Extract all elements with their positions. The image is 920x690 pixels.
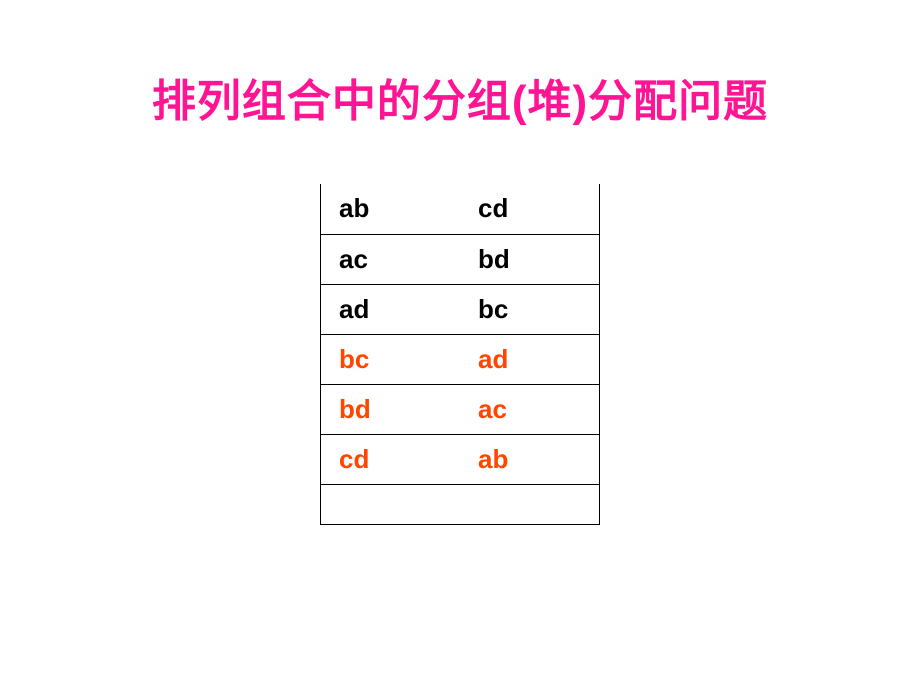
table-row: ab cd (321, 184, 600, 234)
table-row: ac bd (321, 234, 600, 284)
combinations-table-container: ab cd ac bd ad bc bc ad bd ac cd ab (320, 184, 600, 525)
table-row: bd ac (321, 384, 600, 434)
cell-left-2: ad (321, 284, 461, 334)
table-row: ad bc (321, 284, 600, 334)
cell-left-3: bc (321, 334, 461, 384)
cell-right-4: ac (460, 384, 600, 434)
cell-empty-left (321, 484, 461, 524)
table-row-empty (321, 484, 600, 524)
cell-right-2: bc (460, 284, 600, 334)
cell-right-5: ab (460, 434, 600, 484)
cell-left-1: ac (321, 234, 461, 284)
page-title: 排列组合中的分组(堆)分配问题 (0, 0, 920, 129)
combinations-table: ab cd ac bd ad bc bc ad bd ac cd ab (320, 184, 600, 525)
table-body: ab cd ac bd ad bc bc ad bd ac cd ab (321, 184, 600, 524)
table-row: cd ab (321, 434, 600, 484)
cell-right-0: cd (460, 184, 600, 234)
cell-left-5: cd (321, 434, 461, 484)
cell-left-0: ab (321, 184, 461, 234)
table-row: bc ad (321, 334, 600, 384)
cell-right-1: bd (460, 234, 600, 284)
cell-empty-right (460, 484, 600, 524)
cell-right-3: ad (460, 334, 600, 384)
cell-left-4: bd (321, 384, 461, 434)
